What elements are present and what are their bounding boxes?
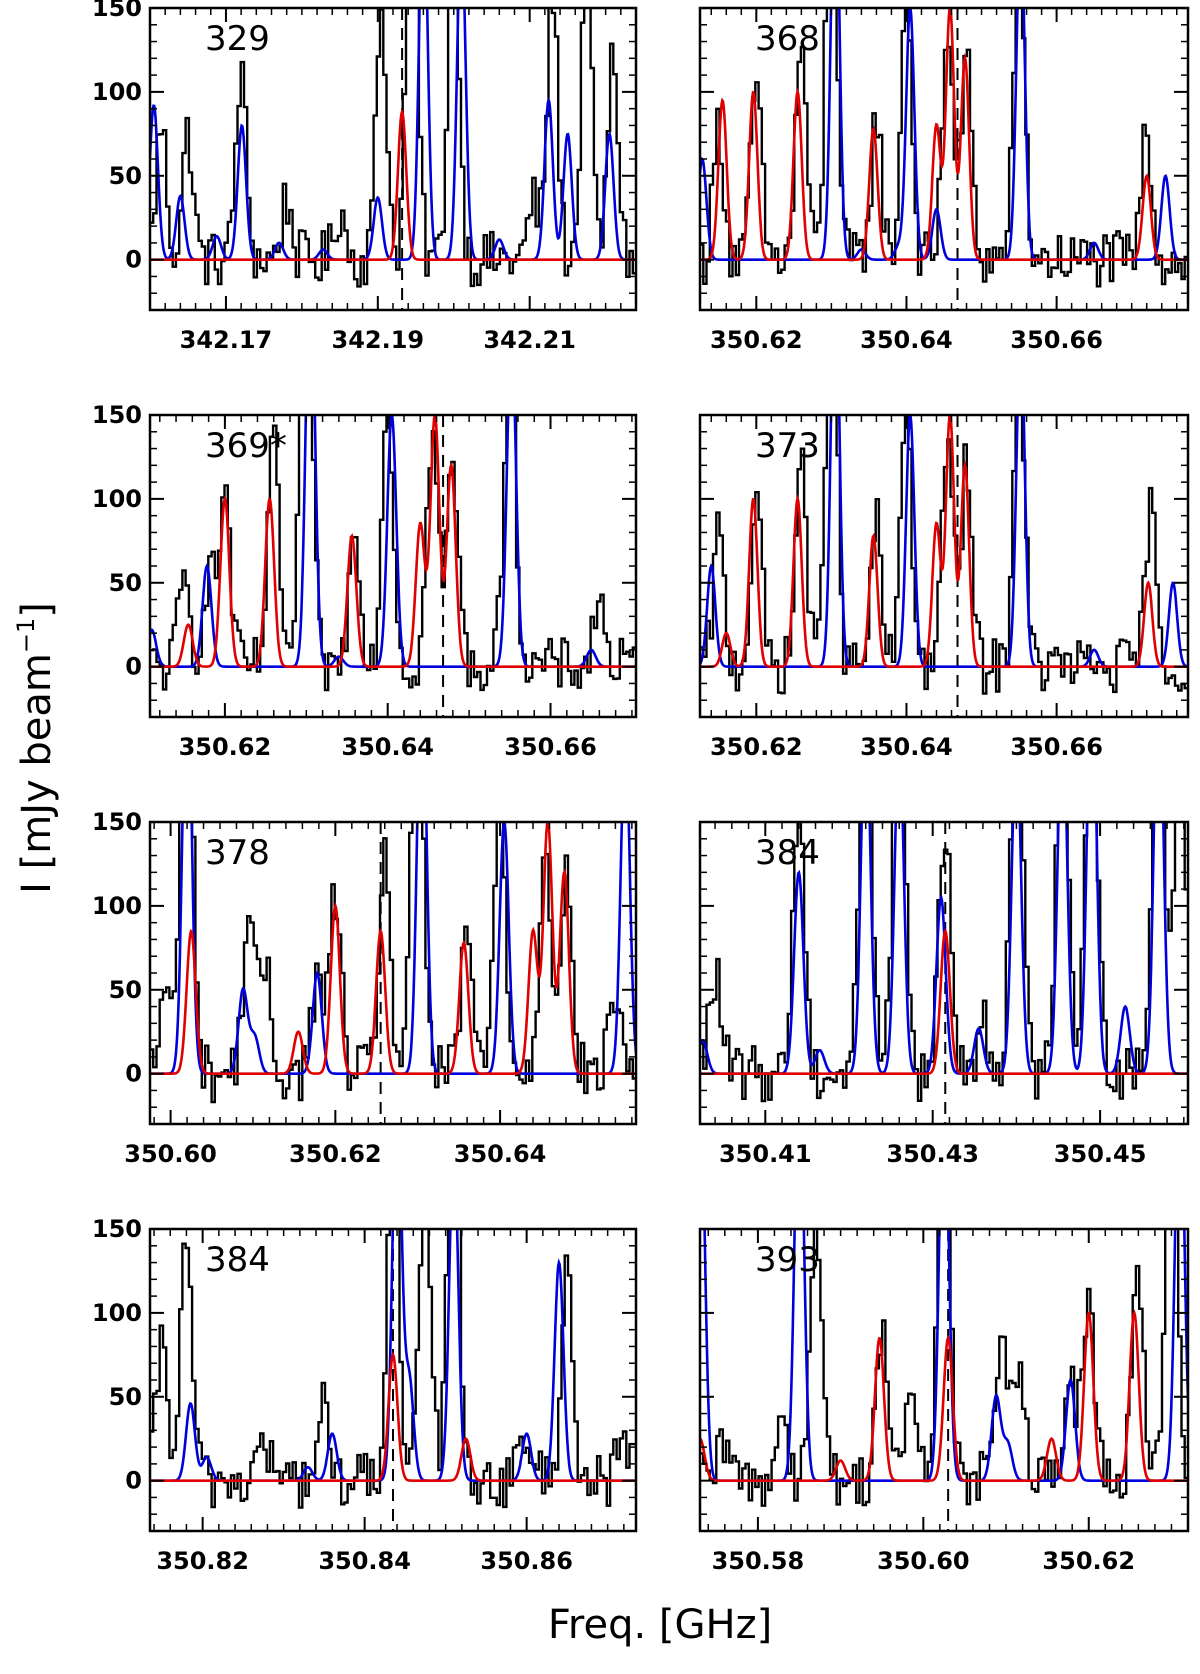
y-axis-title-sup: −1 bbox=[12, 618, 40, 653]
plot-area bbox=[150, 8, 636, 310]
y-tick-label: 50 bbox=[109, 1383, 142, 1411]
red-model-spectrum-line bbox=[700, 415, 1188, 668]
red-model-spectrum-line bbox=[150, 415, 636, 668]
x-tick-label: 350.86 bbox=[480, 1547, 573, 1575]
x-axis-title: Freq. [GHz] bbox=[548, 1602, 772, 1648]
spectrum-panel: 0 50 100 150 350.62 350.64 350.66 369* bbox=[92, 401, 638, 761]
y-tick-label: 0 bbox=[125, 653, 142, 681]
observed-spectrum-line bbox=[700, 822, 1188, 1103]
plot-area bbox=[700, 1229, 1188, 1531]
plot-area bbox=[700, 822, 1188, 1124]
panel-label: 373 bbox=[755, 426, 820, 466]
x-tick-label: 350.58 bbox=[712, 1547, 805, 1575]
red-model-spectrum-line bbox=[150, 108, 636, 261]
x-tick-label: 350.64 bbox=[860, 326, 953, 354]
x-tick-label: 350.60 bbox=[124, 1140, 217, 1168]
y-tick-label: 100 bbox=[92, 485, 142, 513]
red-model-spectrum-line bbox=[700, 1309, 1188, 1482]
x-tick-label: 350.41 bbox=[719, 1140, 812, 1168]
red-model-spectrum-line bbox=[150, 822, 636, 1075]
x-tick-label: 350.45 bbox=[1054, 1140, 1147, 1168]
plot-area bbox=[700, 415, 1188, 717]
observed-spectrum-line bbox=[150, 1229, 636, 1509]
x-tick-label: 350.62 bbox=[710, 326, 803, 354]
plot-area bbox=[150, 822, 636, 1124]
panel-label: 368 bbox=[755, 19, 820, 59]
x-tick-label: 350.62 bbox=[289, 1140, 382, 1168]
x-tick-label: 350.66 bbox=[1010, 326, 1103, 354]
x-tick-label: 350.60 bbox=[877, 1547, 970, 1575]
panel-label: 369* bbox=[205, 426, 287, 466]
panel-label: 329 bbox=[205, 19, 270, 59]
y-tick-label: 50 bbox=[109, 976, 142, 1004]
y-axis-title-main: I [mJy beam bbox=[14, 653, 60, 894]
panel-label: 384 bbox=[755, 833, 820, 873]
x-tick-label: 342.17 bbox=[180, 326, 273, 354]
x-tick-label: 350.64 bbox=[860, 733, 953, 761]
plot-area bbox=[150, 415, 636, 717]
red-model-spectrum-line bbox=[700, 928, 1188, 1075]
panel-label: 393 bbox=[755, 1240, 820, 1280]
x-tick-label: 350.66 bbox=[504, 733, 597, 761]
y-tick-label: 100 bbox=[92, 892, 142, 920]
y-tick-label: 0 bbox=[125, 1467, 142, 1495]
y-tick-label: 150 bbox=[92, 808, 142, 836]
spectrum-panel: 0 50 100 150 350.60 350.62 350.64 378 bbox=[92, 808, 638, 1168]
panel-label: 378 bbox=[205, 833, 270, 873]
x-tick-label: 350.62 bbox=[710, 733, 803, 761]
spectrum-panel: 350.62 350.64 350.66 368 bbox=[698, 6, 1190, 354]
y-tick-label: 50 bbox=[109, 162, 142, 190]
x-tick-label: 350.64 bbox=[454, 1140, 547, 1168]
y-axis-title-close: ] bbox=[14, 602, 60, 618]
y-tick-label: 100 bbox=[92, 1299, 142, 1327]
blue-model-spectrum-line bbox=[150, 8, 636, 261]
observed-spectrum-line bbox=[700, 8, 1188, 288]
y-axis-title: I [mJy beam−1] bbox=[12, 602, 60, 894]
x-tick-label: 350.43 bbox=[886, 1140, 979, 1168]
y-tick-label: 150 bbox=[92, 401, 142, 429]
plot-area bbox=[150, 1229, 636, 1531]
x-tick-label: 350.64 bbox=[341, 733, 434, 761]
spectrum-panel: 350.58 350.60 350.62 393 bbox=[698, 1227, 1190, 1575]
y-tick-label: 150 bbox=[92, 1215, 142, 1243]
red-model-spectrum-line bbox=[700, 8, 1188, 261]
x-tick-label: 342.21 bbox=[483, 326, 576, 354]
y-tick-label: 0 bbox=[125, 246, 142, 274]
blue-model-spectrum-line bbox=[150, 822, 636, 1075]
spectrum-panel: 350.41 350.43 350.45 384 bbox=[698, 820, 1190, 1168]
spectrum-panel: 0 50 100 150 342.17 342.19 342.21 329 bbox=[92, 0, 638, 354]
x-tick-label: 350.62 bbox=[179, 733, 272, 761]
y-tick-label: 0 bbox=[125, 1060, 142, 1088]
spectrum-panel: 350.62 350.64 350.66 373 bbox=[698, 413, 1190, 761]
x-tick-label: 350.66 bbox=[1010, 733, 1103, 761]
red-model-spectrum-line bbox=[150, 1351, 636, 1482]
plot-area bbox=[700, 8, 1188, 310]
spectrum-panel: 0 50 100 150 350.82 350.84 350.86 384 bbox=[92, 1215, 638, 1575]
x-tick-label: 350.82 bbox=[156, 1547, 249, 1575]
y-tick-label: 100 bbox=[92, 78, 142, 106]
panel-label: 384 bbox=[205, 1240, 270, 1280]
observed-spectrum-line bbox=[700, 415, 1188, 695]
x-tick-label: 342.19 bbox=[332, 326, 425, 354]
y-tick-label: 50 bbox=[109, 569, 142, 597]
x-tick-label: 350.62 bbox=[1042, 1547, 1135, 1575]
x-tick-label: 350.84 bbox=[318, 1547, 411, 1575]
y-tick-label: 150 bbox=[92, 0, 142, 22]
